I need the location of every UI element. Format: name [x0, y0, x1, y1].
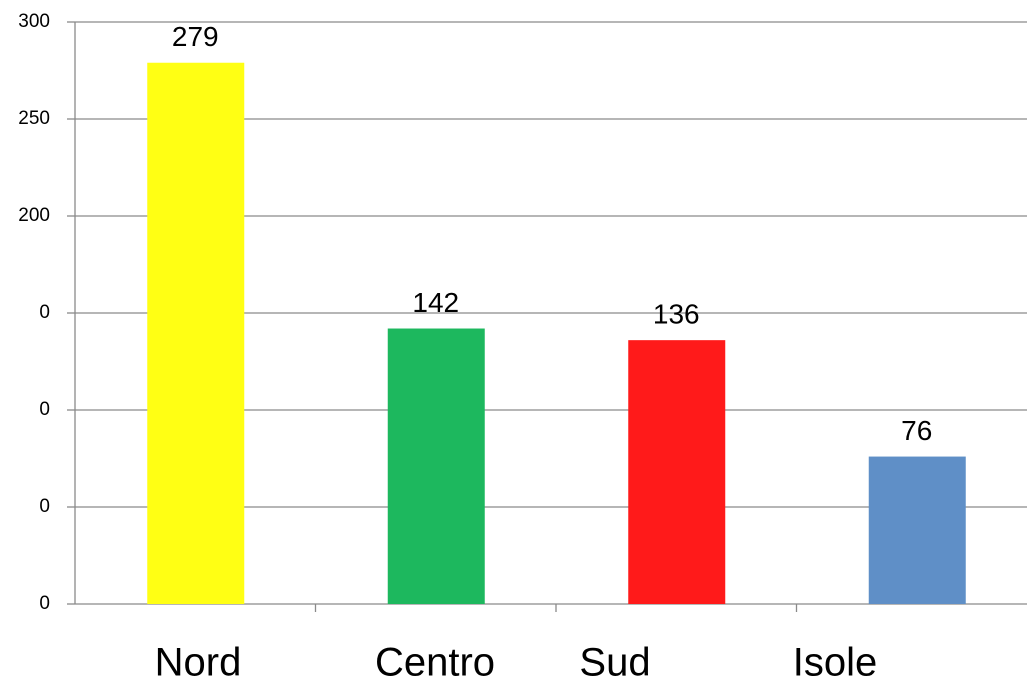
x-tick-label: Nord — [155, 641, 242, 685]
bar — [868, 456, 966, 604]
bar — [628, 340, 726, 604]
y-tick-label: 0 — [39, 593, 50, 614]
data-label: 136 — [653, 299, 700, 330]
bar — [387, 328, 485, 604]
data-label: 76 — [901, 415, 932, 446]
data-label: 279 — [172, 21, 219, 52]
data-label: 142 — [412, 287, 459, 318]
x-tick-label: Isole — [793, 641, 878, 685]
y-tick-label: 250 — [18, 108, 50, 129]
bar — [147, 62, 245, 605]
y-tick-label: 0 — [39, 302, 50, 323]
y-tick-label: 0 — [39, 399, 50, 420]
x-tick-label: Sud — [579, 641, 650, 685]
x-tick-label: Centro — [375, 641, 495, 685]
y-tick-label: 300 — [18, 11, 50, 32]
y-tick-label: 0 — [39, 496, 50, 517]
y-tick-label: 200 — [18, 205, 50, 226]
